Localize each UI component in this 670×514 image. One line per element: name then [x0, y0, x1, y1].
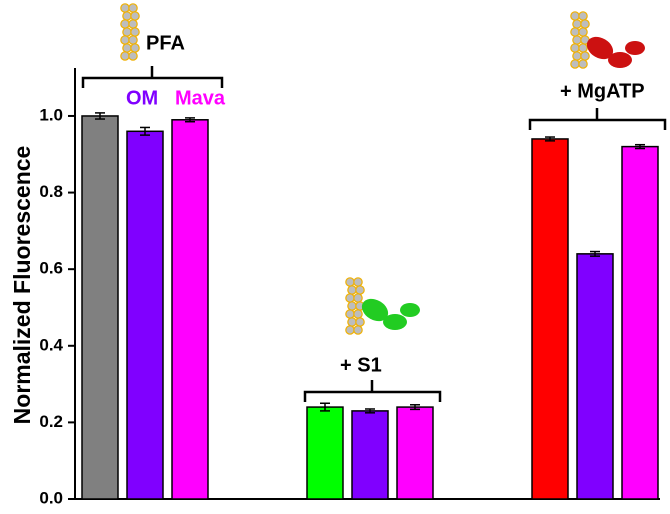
y-tick-label: 1.0: [39, 105, 63, 124]
protein: [586, 36, 614, 60]
bead: [578, 27, 588, 37]
error-bar: [635, 143, 645, 150]
bar: [576, 253, 614, 500]
bead: [122, 27, 132, 37]
filament-icons: [120, 3, 645, 335]
bar: [531, 138, 569, 500]
bead: [572, 19, 582, 29]
error-bar: [410, 404, 420, 411]
annotation: OM: [126, 87, 158, 109]
error-bar: [590, 250, 600, 257]
y-tick-label: 0.4: [39, 335, 63, 354]
bead: [122, 43, 132, 53]
bead: [355, 317, 365, 327]
bead: [572, 51, 582, 61]
y-tick-label: 0.0: [39, 488, 63, 507]
protein: [608, 52, 632, 68]
bead: [580, 19, 590, 29]
bead: [570, 43, 580, 53]
bead: [353, 325, 363, 335]
error-bar: [95, 112, 105, 120]
y-tick-label: 0.2: [39, 412, 63, 431]
bar: [171, 119, 209, 500]
bead: [578, 59, 588, 69]
bead: [120, 3, 130, 13]
bead: [130, 11, 140, 21]
bead: [570, 11, 580, 21]
annotation: PFA: [146, 32, 185, 54]
bead: [128, 3, 138, 13]
protein: [383, 314, 407, 330]
bracket: [528, 108, 667, 130]
y-tick-label: 0.6: [39, 259, 63, 278]
bead: [570, 59, 580, 69]
bracket: [81, 66, 224, 88]
bead: [345, 293, 355, 303]
protein: [400, 303, 420, 317]
bead: [355, 285, 365, 295]
bead: [353, 277, 363, 287]
bar: [396, 406, 434, 500]
error-bar: [545, 136, 555, 142]
y-axis-label: Normalized Fluorescence: [9, 146, 35, 425]
annotation: Mava: [175, 87, 226, 109]
bead: [120, 19, 130, 29]
bar: [306, 406, 344, 500]
bead: [128, 19, 138, 29]
bead: [120, 51, 130, 61]
bead: [345, 309, 355, 319]
bead: [345, 277, 355, 287]
bead: [130, 43, 140, 53]
y-tick-label: 0.8: [39, 182, 63, 201]
bar: [81, 115, 119, 500]
bead: [347, 317, 357, 327]
bead: [578, 43, 588, 53]
bead: [128, 35, 138, 45]
annotation: + MgATP: [560, 80, 645, 102]
bead: [570, 27, 580, 37]
bar: [621, 145, 659, 500]
bead: [130, 27, 140, 37]
bead: [128, 51, 138, 61]
bead: [580, 51, 590, 61]
bead: [120, 35, 130, 45]
annotation: + S1: [340, 354, 382, 376]
bead: [353, 309, 363, 319]
bracket: [303, 380, 442, 402]
bar: [351, 410, 389, 500]
bead: [578, 11, 588, 21]
bead: [122, 11, 132, 21]
bead: [347, 285, 357, 295]
bead: [345, 325, 355, 335]
protein: [625, 41, 645, 55]
error-bar: [320, 402, 330, 412]
error-bar: [140, 126, 150, 136]
protein: [361, 298, 389, 322]
bar: [126, 130, 164, 500]
error-bar: [365, 408, 375, 414]
error-bar: [185, 117, 195, 123]
bead: [572, 35, 582, 45]
bead: [353, 293, 363, 303]
bead: [347, 301, 357, 311]
